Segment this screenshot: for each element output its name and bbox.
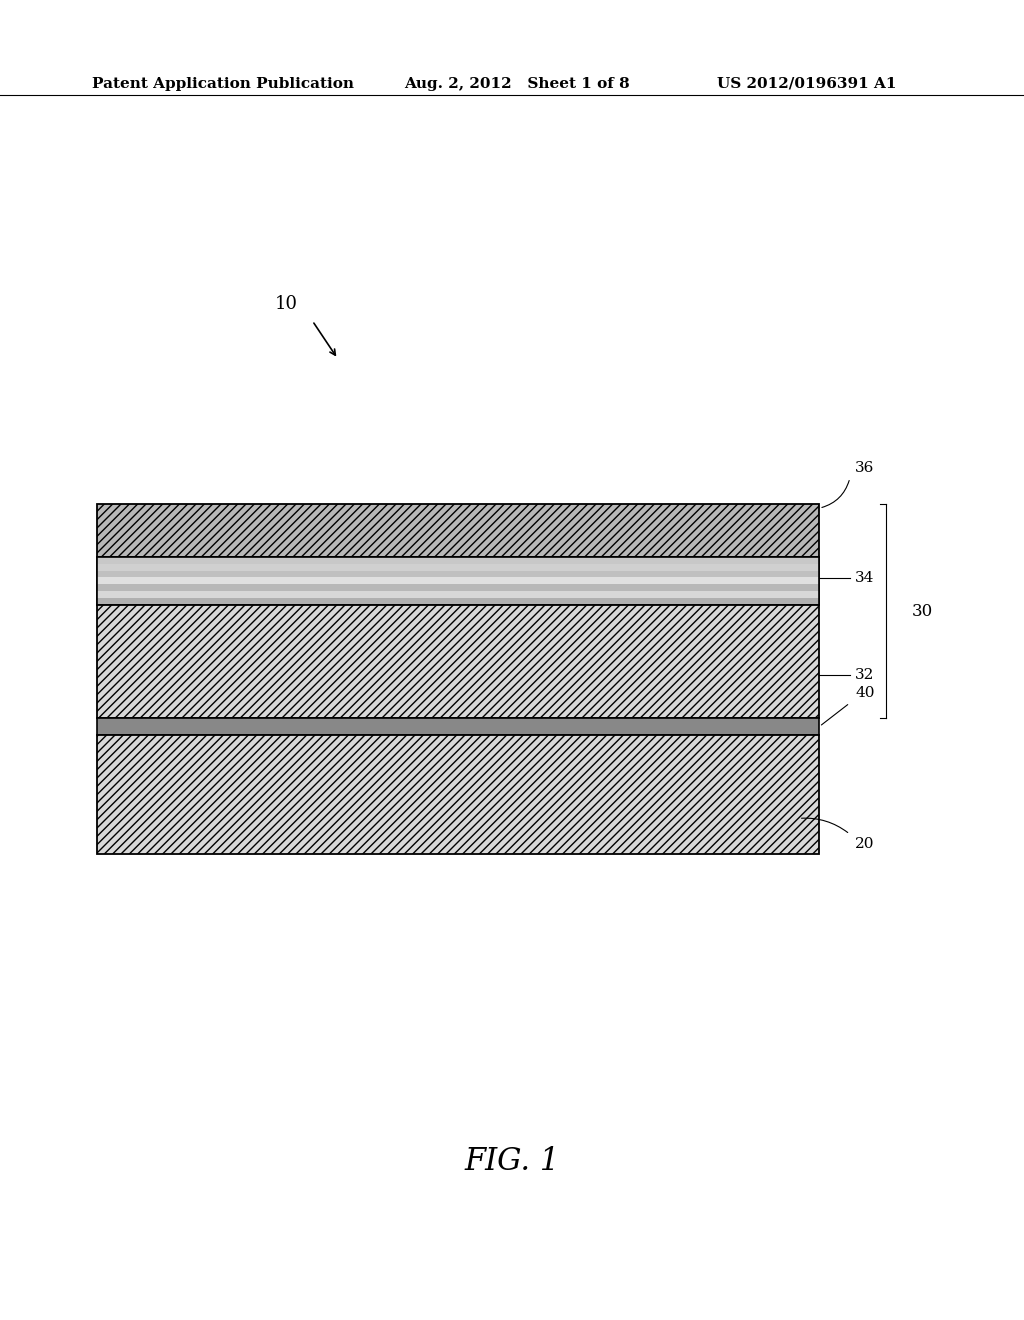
Text: 20: 20 — [855, 837, 874, 851]
Bar — [97, 585, 819, 591]
Text: 36: 36 — [855, 461, 874, 475]
Text: 30: 30 — [911, 603, 933, 619]
Bar — [97, 564, 819, 570]
Bar — [97, 557, 819, 605]
Bar — [97, 577, 819, 585]
Bar — [97, 591, 819, 598]
Bar — [97, 504, 819, 557]
Text: 32: 32 — [855, 668, 874, 682]
Text: Patent Application Publication: Patent Application Publication — [92, 77, 354, 91]
Text: 40: 40 — [855, 686, 874, 700]
Bar — [97, 570, 819, 577]
Bar — [97, 735, 819, 854]
Text: FIG. 1: FIG. 1 — [464, 1146, 560, 1177]
Text: 34: 34 — [855, 572, 874, 586]
Text: Aug. 2, 2012   Sheet 1 of 8: Aug. 2, 2012 Sheet 1 of 8 — [404, 77, 630, 91]
Bar — [97, 557, 819, 605]
Bar — [97, 598, 819, 605]
Bar — [97, 557, 819, 564]
Text: 10: 10 — [275, 294, 298, 313]
Bar — [97, 605, 819, 718]
Text: US 2012/0196391 A1: US 2012/0196391 A1 — [717, 77, 896, 91]
Bar — [97, 718, 819, 735]
